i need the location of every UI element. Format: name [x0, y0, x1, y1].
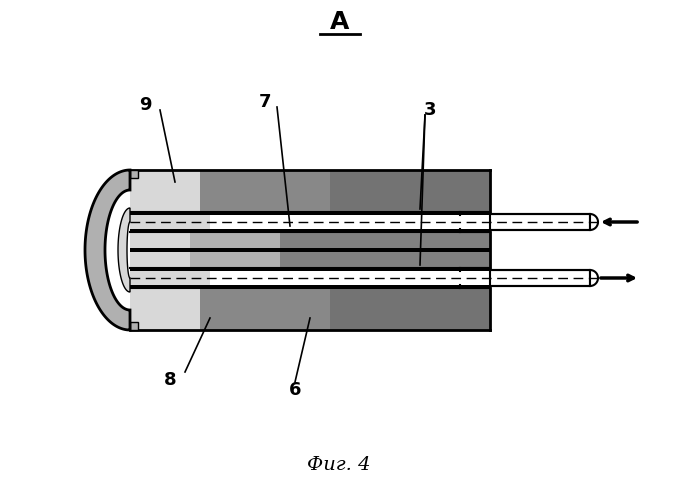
Text: 8: 8	[163, 371, 176, 389]
Polygon shape	[130, 271, 490, 285]
Polygon shape	[490, 270, 590, 286]
Text: 6: 6	[289, 381, 301, 399]
Text: 3: 3	[424, 101, 436, 119]
Polygon shape	[130, 232, 190, 268]
Polygon shape	[130, 215, 210, 229]
Polygon shape	[130, 322, 138, 330]
Polygon shape	[130, 212, 490, 215]
Polygon shape	[130, 170, 138, 178]
Text: A: A	[330, 10, 350, 34]
Text: Фиг. 4: Фиг. 4	[307, 456, 371, 474]
Polygon shape	[130, 170, 490, 212]
Polygon shape	[330, 288, 490, 330]
Polygon shape	[590, 214, 598, 230]
Polygon shape	[280, 232, 490, 268]
Polygon shape	[130, 268, 490, 271]
Polygon shape	[130, 285, 490, 288]
Polygon shape	[130, 288, 490, 330]
Polygon shape	[130, 170, 200, 212]
Polygon shape	[85, 170, 130, 330]
Text: 7: 7	[259, 93, 271, 111]
Polygon shape	[130, 248, 490, 252]
Polygon shape	[490, 214, 590, 230]
Polygon shape	[130, 215, 490, 229]
Polygon shape	[330, 170, 490, 212]
Text: 9: 9	[139, 96, 151, 114]
Polygon shape	[130, 288, 200, 330]
Polygon shape	[118, 208, 130, 292]
Polygon shape	[590, 270, 598, 286]
Polygon shape	[130, 232, 490, 268]
Polygon shape	[130, 271, 210, 285]
Polygon shape	[130, 229, 490, 232]
